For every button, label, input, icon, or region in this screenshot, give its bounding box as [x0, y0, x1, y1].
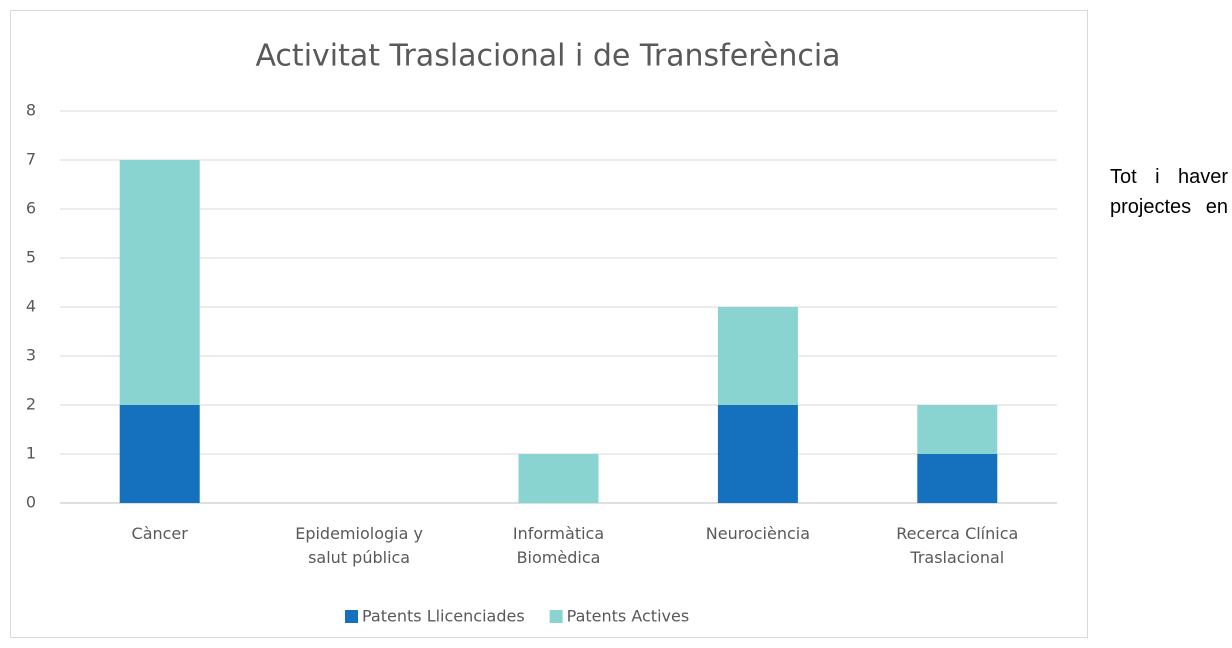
y-tick-label: 2 — [26, 395, 36, 414]
x-tick-label: Neurociència — [705, 524, 811, 543]
bar-segment — [717, 405, 798, 503]
y-tick-label: 4 — [26, 297, 36, 316]
side-text: Tot i haver projectes en — [1110, 166, 1228, 218]
chart-title: Activitat Traslacional i de Transferènci… — [255, 39, 840, 74]
y-tick-label: 6 — [26, 199, 36, 218]
bar-segment — [119, 160, 200, 405]
x-tick-label: Informàtica Biomèdica — [512, 524, 605, 567]
y-tick-label: 0 — [26, 493, 36, 512]
x-tick-label: Càncer — [131, 524, 188, 543]
legend-swatch — [345, 610, 358, 623]
legend-swatch — [549, 610, 563, 623]
bar-segment — [119, 405, 200, 503]
y-tick-label: 7 — [26, 150, 36, 169]
bar-segment — [518, 454, 599, 503]
x-tick-label: Epidemiologia y salut pública — [295, 524, 423, 567]
x-tick-label: Recerca Clínica Traslacional — [896, 524, 1019, 567]
y-tick-label: 5 — [26, 248, 36, 267]
legend-label: Patents Llicenciades — [362, 607, 525, 626]
bar-segment — [917, 454, 998, 503]
y-tick-label: 8 — [26, 101, 36, 120]
bar-segment — [917, 405, 998, 454]
y-tick-label: 1 — [26, 444, 36, 463]
bar-segment — [717, 307, 798, 405]
legend-label: Patents Actives — [567, 607, 690, 626]
y-tick-label: 3 — [26, 346, 36, 365]
